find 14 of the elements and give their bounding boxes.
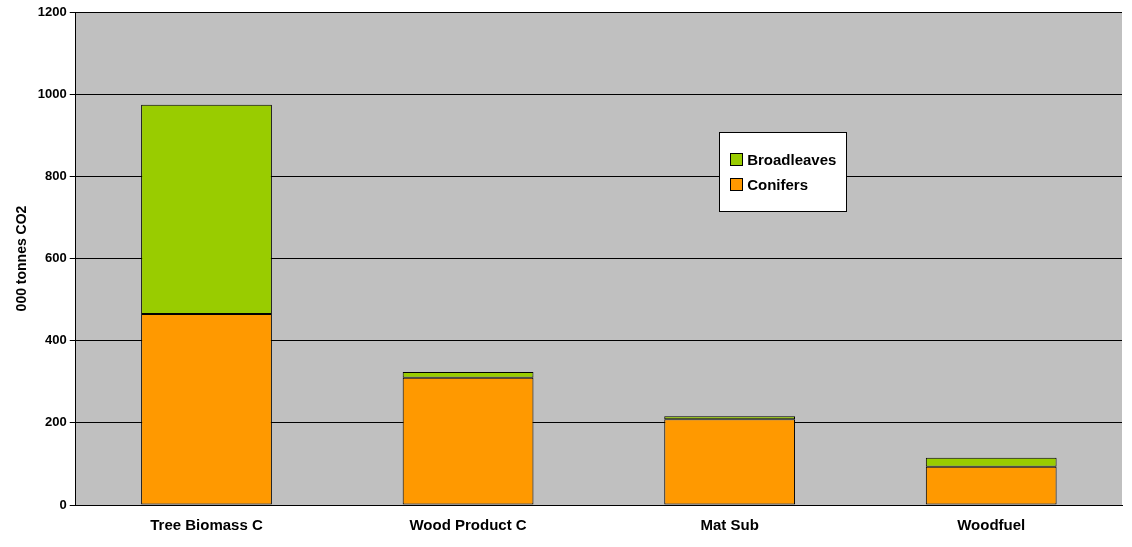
legend-label: Broadleaves xyxy=(747,151,837,168)
y-tick-label: 1200 xyxy=(37,3,67,19)
legend-label: Conifers xyxy=(747,176,809,193)
x-tick-label: Woodfuel xyxy=(957,516,1026,534)
y-tick-label: 200 xyxy=(45,414,67,430)
x-tick-label: Wood Product C xyxy=(409,516,527,534)
x-tick-label: Tree Biomass C xyxy=(150,516,263,534)
y-tick-label: 0 xyxy=(59,496,67,512)
y-tick-label: 800 xyxy=(45,167,67,183)
y-tick-label: 600 xyxy=(45,250,67,266)
y-tick-label: 400 xyxy=(45,332,67,348)
x-tick-label: Mat Sub xyxy=(700,516,759,534)
y-axis-title: 000 tonnes CO2 xyxy=(13,205,30,312)
y-tick-label: 1000 xyxy=(37,85,67,101)
